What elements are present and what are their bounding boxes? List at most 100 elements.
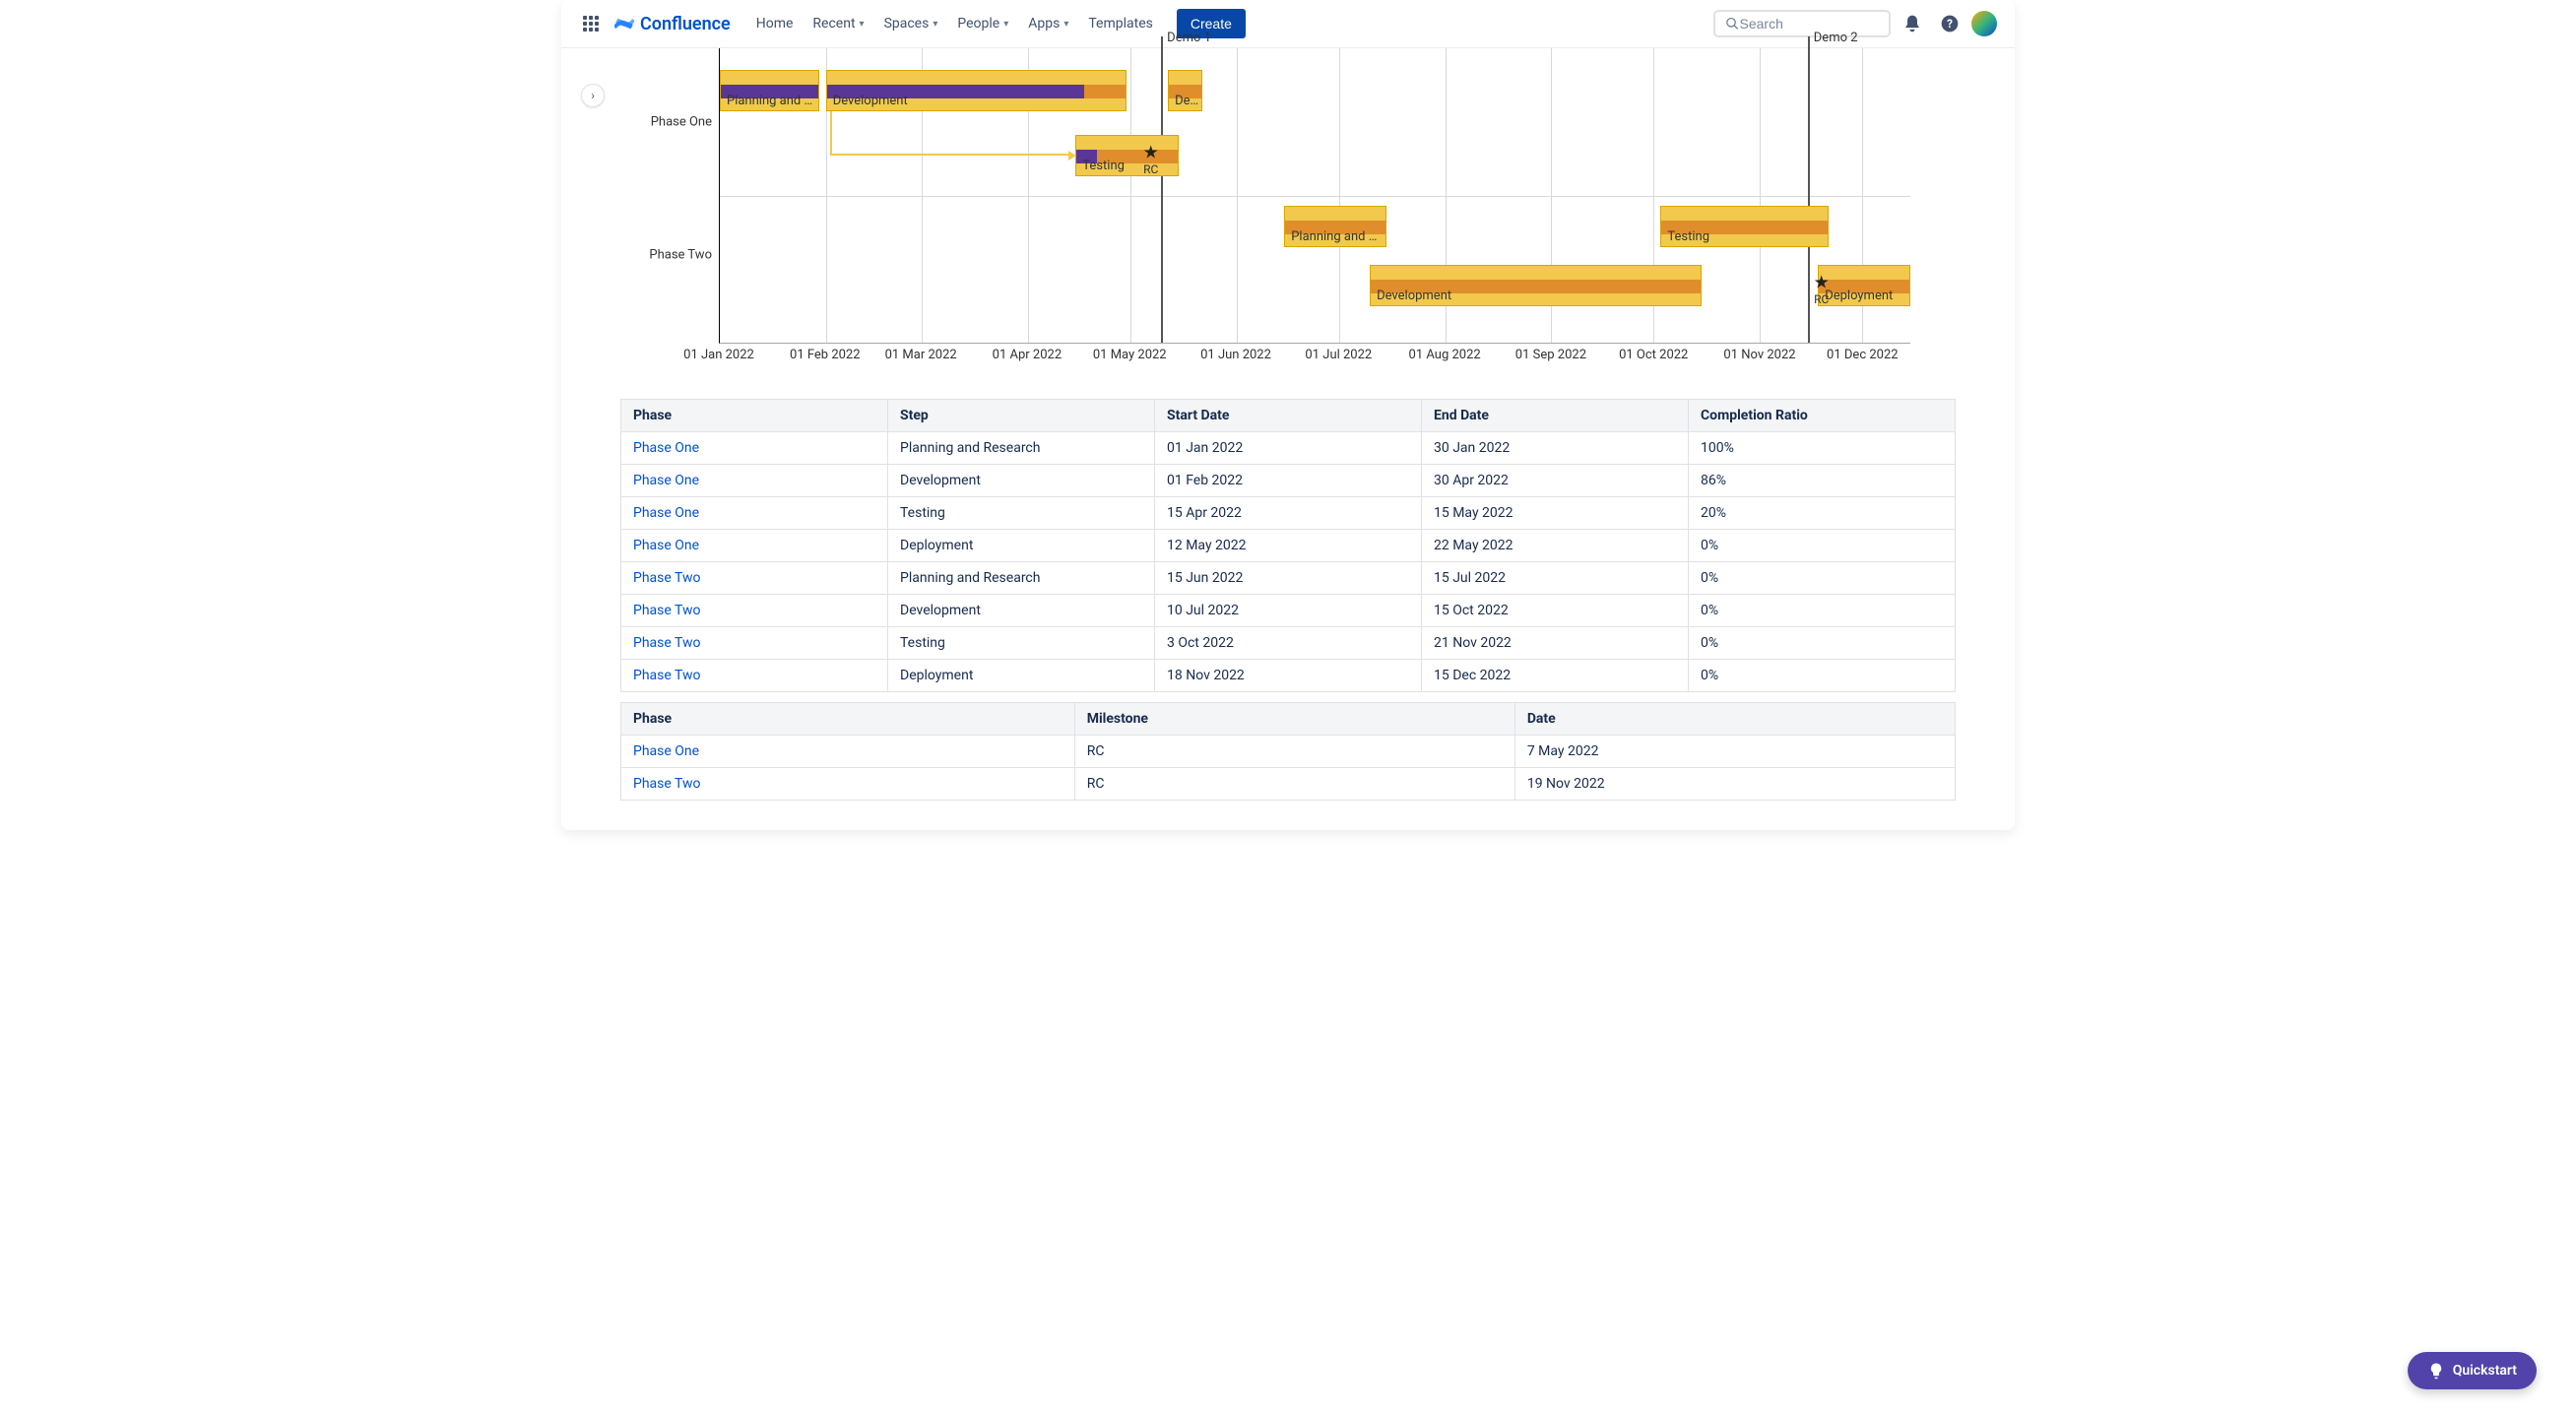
table-cell: Deployment <box>888 530 1155 562</box>
nav-home[interactable]: Home <box>746 10 804 37</box>
help-icon[interactable]: ? <box>1934 8 1965 39</box>
search-input[interactable] <box>1740 16 1879 32</box>
gantt-bar[interactable]: Development <box>1370 265 1702 306</box>
table-cell: 01 Jan 2022 <box>1155 432 1422 465</box>
nav-recent[interactable]: Recent▾ <box>803 10 873 37</box>
table-header: Start Date <box>1155 400 1422 432</box>
table-cell: 3 Oct 2022 <box>1155 627 1422 660</box>
xaxis-tick: 01 Aug 2022 <box>1409 348 1481 362</box>
confluence-icon <box>614 14 634 33</box>
table-cell: 0% <box>1689 595 1956 627</box>
nav-apps[interactable]: Apps▾ <box>1018 10 1078 37</box>
gantt-bar-label: Planning and R… <box>727 94 816 108</box>
table-cell[interactable]: Phase Two <box>621 595 888 627</box>
table-cell: Testing <box>888 627 1155 660</box>
quickstart-button[interactable]: Quickstart <box>2408 1352 2537 1389</box>
gantt-row-label: Phase One <box>625 115 720 130</box>
table-cell: Planning and Research <box>888 432 1155 465</box>
table-cell: 15 Jul 2022 <box>1422 562 1689 595</box>
table-cell: 10 Jul 2022 <box>1155 595 1422 627</box>
table-cell: 7 May 2022 <box>1514 736 1955 768</box>
gantt-bar[interactable]: Testing <box>1075 135 1178 176</box>
table-cell[interactable]: Phase Two <box>621 562 888 595</box>
table-row: Phase OneDevelopment01 Feb 202230 Apr 20… <box>621 465 1956 497</box>
table-header: Phase <box>621 703 1075 736</box>
table-header: End Date <box>1422 400 1689 432</box>
table-cell: 0% <box>1689 530 1956 562</box>
table-cell[interactable]: Phase Two <box>621 768 1075 801</box>
table-cell[interactable]: Phase One <box>621 530 888 562</box>
app-switcher-icon[interactable] <box>579 12 603 35</box>
gantt-bar-label: Development <box>833 94 908 108</box>
table-header: Milestone <box>1074 703 1514 736</box>
gantt-bar-label: Depl… <box>1175 94 1199 108</box>
xaxis-tick: 01 Jun 2022 <box>1200 348 1271 362</box>
table-cell[interactable]: Phase Two <box>621 627 888 660</box>
table-cell: Testing <box>888 497 1155 530</box>
gantt-bar-label: Planning and Re… <box>1291 229 1384 244</box>
table-cell: 0% <box>1689 660 1956 692</box>
table-row: Phase TwoDeployment18 Nov 202215 Dec 202… <box>621 660 1956 692</box>
gantt-row-label: Phase Two <box>625 248 720 263</box>
table-cell: 15 May 2022 <box>1422 497 1689 530</box>
table-header: Completion Ratio <box>1689 400 1956 432</box>
table-cell: 0% <box>1689 627 1956 660</box>
table-cell: 0% <box>1689 562 1956 595</box>
table-cell: 22 May 2022 <box>1422 530 1689 562</box>
table-cell: Planning and Research <box>888 562 1155 595</box>
milestone-star-icon: ★ <box>1143 143 1159 163</box>
table-row: Phase OneTesting15 Apr 202215 May 202220… <box>621 497 1956 530</box>
user-avatar[interactable] <box>1971 11 1997 36</box>
gantt-bar[interactable]: Deployment <box>1818 265 1910 306</box>
top-nav: Confluence HomeRecent▾Spaces▾People▾Apps… <box>561 0 2015 48</box>
table-cell[interactable]: Phase One <box>621 497 888 530</box>
search-icon <box>1725 16 1740 32</box>
table-cell: 30 Apr 2022 <box>1422 465 1689 497</box>
table-row: Phase TwoDevelopment10 Jul 202215 Oct 20… <box>621 595 1956 627</box>
xaxis-tick: 01 Sep 2022 <box>1515 348 1586 362</box>
gantt-bar-label: Testing <box>1667 229 1709 244</box>
nav-people[interactable]: People▾ <box>947 10 1018 37</box>
table-row: Phase TwoTesting3 Oct 202221 Nov 20220% <box>621 627 1956 660</box>
table-cell: 15 Apr 2022 <box>1155 497 1422 530</box>
table-cell[interactable]: Phase Two <box>621 660 888 692</box>
gantt-bar[interactable]: Planning and R… <box>720 70 819 111</box>
gantt-marker-label: Demo 2 <box>1814 31 1858 45</box>
confluence-logo[interactable]: Confluence <box>614 14 731 34</box>
gantt-bar[interactable]: Development <box>826 70 1127 111</box>
xaxis-tick: 01 Dec 2022 <box>1827 348 1899 362</box>
gantt-bar[interactable]: Depl… <box>1168 70 1202 111</box>
milestone-label: RC <box>1814 292 1829 306</box>
steps-table: PhaseStepStart DateEnd DateCompletion Ra… <box>620 399 1956 692</box>
lightbulb-icon <box>2427 1362 2445 1380</box>
chevron-down-icon: ▾ <box>1063 19 1068 30</box>
table-cell: 100% <box>1689 432 1956 465</box>
table-cell: 15 Dec 2022 <box>1422 660 1689 692</box>
table-cell: 20% <box>1689 497 1956 530</box>
table-cell: 19 Nov 2022 <box>1514 768 1955 801</box>
table-cell[interactable]: Phase One <box>621 465 888 497</box>
chevron-down-icon: ▾ <box>860 19 865 30</box>
table-cell[interactable]: Phase One <box>621 736 1075 768</box>
table-cell: 86% <box>1689 465 1956 497</box>
gantt-bar[interactable]: Testing <box>1660 206 1828 247</box>
xaxis-tick: 01 Apr 2022 <box>993 348 1062 362</box>
gantt-bar[interactable]: Planning and Re… <box>1284 206 1386 247</box>
notifications-icon[interactable] <box>1897 8 1928 39</box>
table-cell: 30 Jan 2022 <box>1422 432 1689 465</box>
nav-spaces[interactable]: Spaces▾ <box>874 10 948 37</box>
xaxis-tick: 01 Mar 2022 <box>885 348 957 362</box>
table-cell: 18 Nov 2022 <box>1155 660 1422 692</box>
svg-text:?: ? <box>1947 17 1953 31</box>
xaxis-tick: 01 Jan 2022 <box>683 348 754 362</box>
table-cell: 21 Nov 2022 <box>1422 627 1689 660</box>
xaxis-tick: 01 Nov 2022 <box>1723 348 1795 362</box>
nav-templates[interactable]: Templates <box>1078 10 1163 37</box>
sidebar-expand-button[interactable]: › <box>581 84 605 107</box>
table-cell[interactable]: Phase One <box>621 432 888 465</box>
table-cell: Development <box>888 595 1155 627</box>
milestones-table: PhaseMilestoneDatePhase OneRC7 May 2022P… <box>620 702 1956 801</box>
search-box[interactable] <box>1713 10 1891 37</box>
table-row: Phase OneRC7 May 2022 <box>621 736 1956 768</box>
quickstart-label: Quickstart <box>2453 1363 2517 1379</box>
